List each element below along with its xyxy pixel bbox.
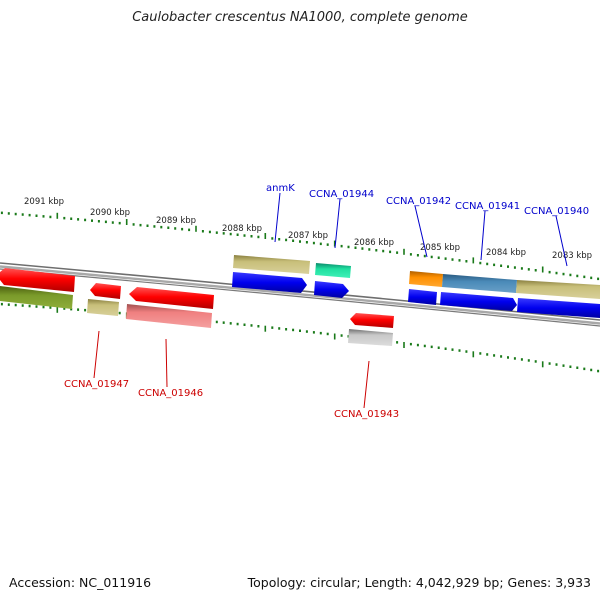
gene-CCNA_01947[interactable] <box>87 299 119 316</box>
kbp-label: 2090 kbp <box>90 208 130 218</box>
accession-text: Accession: NC_011916 <box>9 575 152 590</box>
cds-arrow[interactable] <box>440 292 517 311</box>
gene-CCNA_01941[interactable] <box>442 274 517 293</box>
cds-arrow[interactable] <box>232 272 307 293</box>
gene-anmK[interactable] <box>233 255 310 274</box>
kbp-label: 2089 kbp <box>156 216 196 226</box>
cds-arrow[interactable] <box>90 283 121 299</box>
map-title: Caulobacter crescentus NA1000, complete … <box>132 10 468 25</box>
gene-label[interactable]: CCNA_01941 <box>455 201 520 212</box>
gene-CCNA_01942[interactable] <box>409 271 443 287</box>
gene-label[interactable]: CCNA_01940 <box>524 206 589 217</box>
cds-arrow[interactable] <box>517 298 600 318</box>
reverse-gene-labels: CCNA_01947 CCNA_01946 CCNA_01943 <box>64 379 399 420</box>
forward-strand-track <box>233 255 600 299</box>
kbp-label: 2087 kbp <box>288 231 328 241</box>
kbp-label: 2084 kbp <box>486 248 526 258</box>
outer-scale-ruler <box>0 211 600 281</box>
gene-label[interactable]: CCNA_01944 <box>309 189 374 200</box>
gene-label[interactable]: CCNA_01946 <box>138 388 203 399</box>
kbp-label: 2086 kbp <box>354 238 394 248</box>
kbp-label: 2085 kbp <box>420 243 460 253</box>
gene-CCNA_01944[interactable] <box>315 263 351 278</box>
cds-arrow[interactable] <box>408 289 437 305</box>
gene-CCNA_01943[interactable] <box>348 329 393 346</box>
gene-label[interactable]: CCNA_01943 <box>334 409 399 420</box>
kbp-label: 2083 kbp <box>552 251 592 261</box>
kbp-label: 2091 kbp <box>24 197 64 207</box>
label-leaders <box>93 192 568 409</box>
forward-gene-labels: anmK CCNA_01944 CCNA_01942 CCNA_01941 CC… <box>266 183 589 217</box>
cds-arrow[interactable] <box>129 287 214 309</box>
cds-arrow[interactable] <box>314 281 349 298</box>
gene-CCNA_01946[interactable] <box>126 304 212 328</box>
gene-olive[interactable] <box>0 286 73 309</box>
gene-CCNA_01940[interactable] <box>516 280 600 299</box>
reverse-strand-track <box>0 286 393 346</box>
cds-arrow[interactable] <box>350 313 394 328</box>
cds-arrow[interactable] <box>0 268 75 292</box>
gene-label[interactable]: CCNA_01947 <box>64 379 129 390</box>
gene-label[interactable]: CCNA_01942 <box>386 196 451 207</box>
kbp-label: 2088 kbp <box>222 224 262 234</box>
kbp-labels: 2091 kbp 2090 kbp 2089 kbp 2088 kbp 2087… <box>24 197 592 261</box>
gene-label[interactable]: anmK <box>266 183 295 194</box>
forward-cds-track <box>232 272 600 318</box>
genome-summary-text: Topology: circular; Length: 4,042,929 bp… <box>247 575 591 590</box>
reverse-cds-track <box>0 268 394 328</box>
